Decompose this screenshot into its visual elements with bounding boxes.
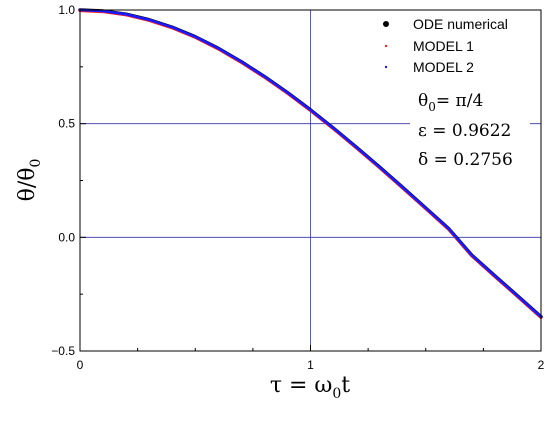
y-tick-label-2: 0.5 [58, 117, 75, 131]
legend-label-model-2: MODEL 2 [413, 59, 474, 75]
x-axis-title-tail: t [341, 373, 350, 398]
legend-label-model-1: MODEL 1 [413, 38, 474, 54]
legend-entry-ode: ODE numerical [383, 16, 508, 32]
y-axis-title-main: θ/θ [15, 168, 40, 202]
x-tick-label-1: 1 [307, 358, 314, 372]
parameter-annotations: θ0= π/4 ε = 0.9622 δ = 0.2756 [410, 84, 530, 172]
annotation-theta0-tail: = π/4 [436, 91, 483, 111]
x-axis-title-main: τ = ω [270, 373, 333, 398]
annotation-epsilon: ε = 0.9622 [418, 121, 511, 141]
legend-entry-model-2: MODEL 2 [384, 59, 474, 75]
x-tick-label-2: 2 [538, 358, 545, 372]
series-lines [78, 8, 543, 319]
x-axis-title-sub: 0 [332, 386, 341, 402]
legend-entry-model-1: MODEL 1 [384, 38, 474, 54]
annotation-theta0-main: θ [418, 91, 428, 111]
y-tick-label-1: 0.0 [58, 230, 75, 244]
y-tick-label-3: 1.0 [58, 3, 75, 17]
annotation-theta0: θ0= π/4 [418, 91, 483, 114]
x-tick-label-0: 0 [77, 358, 84, 372]
annotation-delta: δ = 0.2756 [418, 150, 513, 170]
annotation-box [410, 84, 530, 172]
series-line-2 [78, 8, 543, 319]
y-axis-title-sub: 0 [28, 159, 44, 168]
legend-box [366, 11, 540, 77]
y-axis-title: θ/θ0 [15, 159, 44, 202]
legend-marker-model-2 [384, 65, 388, 69]
axis-ticks: 0 1 2 −0.5 0.0 0.5 1.0 [51, 3, 544, 372]
x-axis-title: τ = ω0t [270, 373, 350, 402]
legend: ODE numerical MODEL 1 MODEL 2 [366, 11, 540, 77]
legend-marker-ode [383, 21, 389, 27]
y-tick-label-0: −0.5 [51, 344, 75, 358]
legend-marker-model-1 [384, 44, 388, 48]
legend-label-ode: ODE numerical [413, 16, 508, 32]
annotation-theta0-sub: 0 [428, 100, 436, 114]
